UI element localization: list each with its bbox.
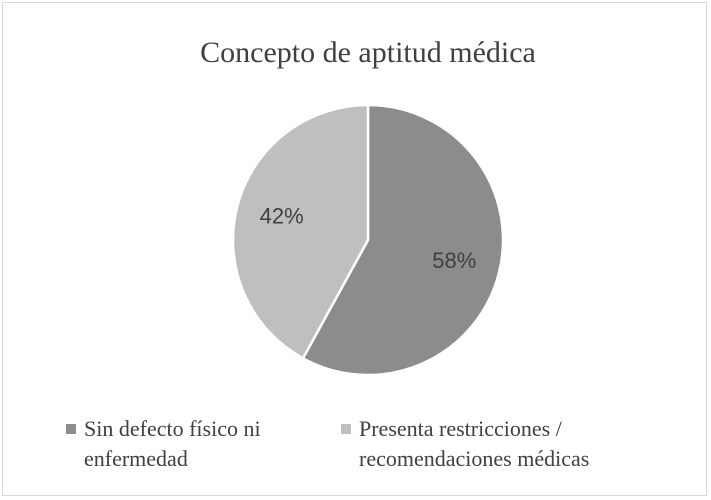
pie-slice <box>301 103 505 377</box>
data-label: 42% <box>260 204 304 229</box>
legend-swatch <box>66 424 76 434</box>
legend-swatch <box>341 424 351 434</box>
legend-item: Presenta restricciones / recomendaciones… <box>341 414 681 474</box>
data-label: 58% <box>432 248 476 273</box>
chart: Concepto de aptitud médica 58% 42% <box>200 36 536 377</box>
legend-label: Sin defecto físico ni enfermedad <box>84 416 261 471</box>
legend-label: Presenta restricciones / recomendaciones… <box>359 416 590 471</box>
pie-slice <box>231 103 370 361</box>
chart-title: Concepto de aptitud médica <box>200 36 536 69</box>
chart-frame <box>2 2 707 496</box>
legend-item: Sin defecto físico ni enfermedad <box>66 414 316 474</box>
